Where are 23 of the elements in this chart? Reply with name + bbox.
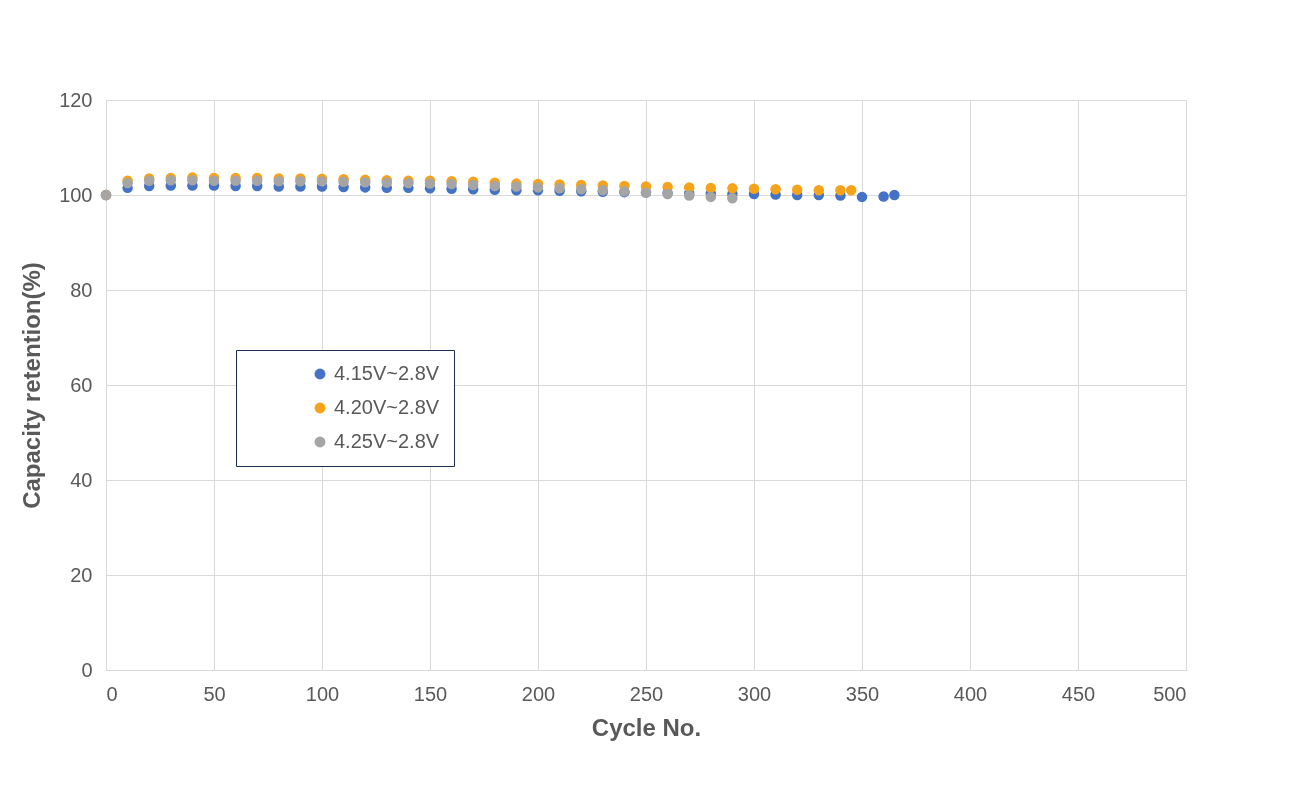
y-tick-label: 100 [59,183,93,206]
legend-label: 4.15V~2.8V [334,362,440,384]
y-axis-title: Capacity retention(%) [18,262,46,509]
x-tick-label: 450 [1061,682,1096,705]
x-tick-label: 100 [305,682,340,705]
x-tick-label: 400 [953,682,988,705]
x-tick-label: 350 [845,682,880,705]
y-tick-label: 0 [81,658,93,681]
x-tick-label: 300 [737,682,772,705]
legend-label: 4.25V~2.8V [334,430,440,452]
y-tick-label: 20 [70,563,93,586]
y-tick-label: 40 [70,468,93,491]
y-tick-label: 80 [70,278,93,301]
y-tick-label: 60 [70,373,93,396]
x-tick-label: 200 [521,682,556,705]
x-tick-label: 0 [106,682,118,705]
x-tick-label: 50 [203,682,226,705]
y-tick-label: 120 [59,88,93,111]
legend-label: 4.20V~2.8V [334,396,440,418]
x-tick-label: 250 [629,682,664,705]
x-tick-label: 150 [413,682,448,705]
x-tick-label: 500 [1153,682,1187,705]
x-axis-title: Cycle No. [591,713,702,741]
